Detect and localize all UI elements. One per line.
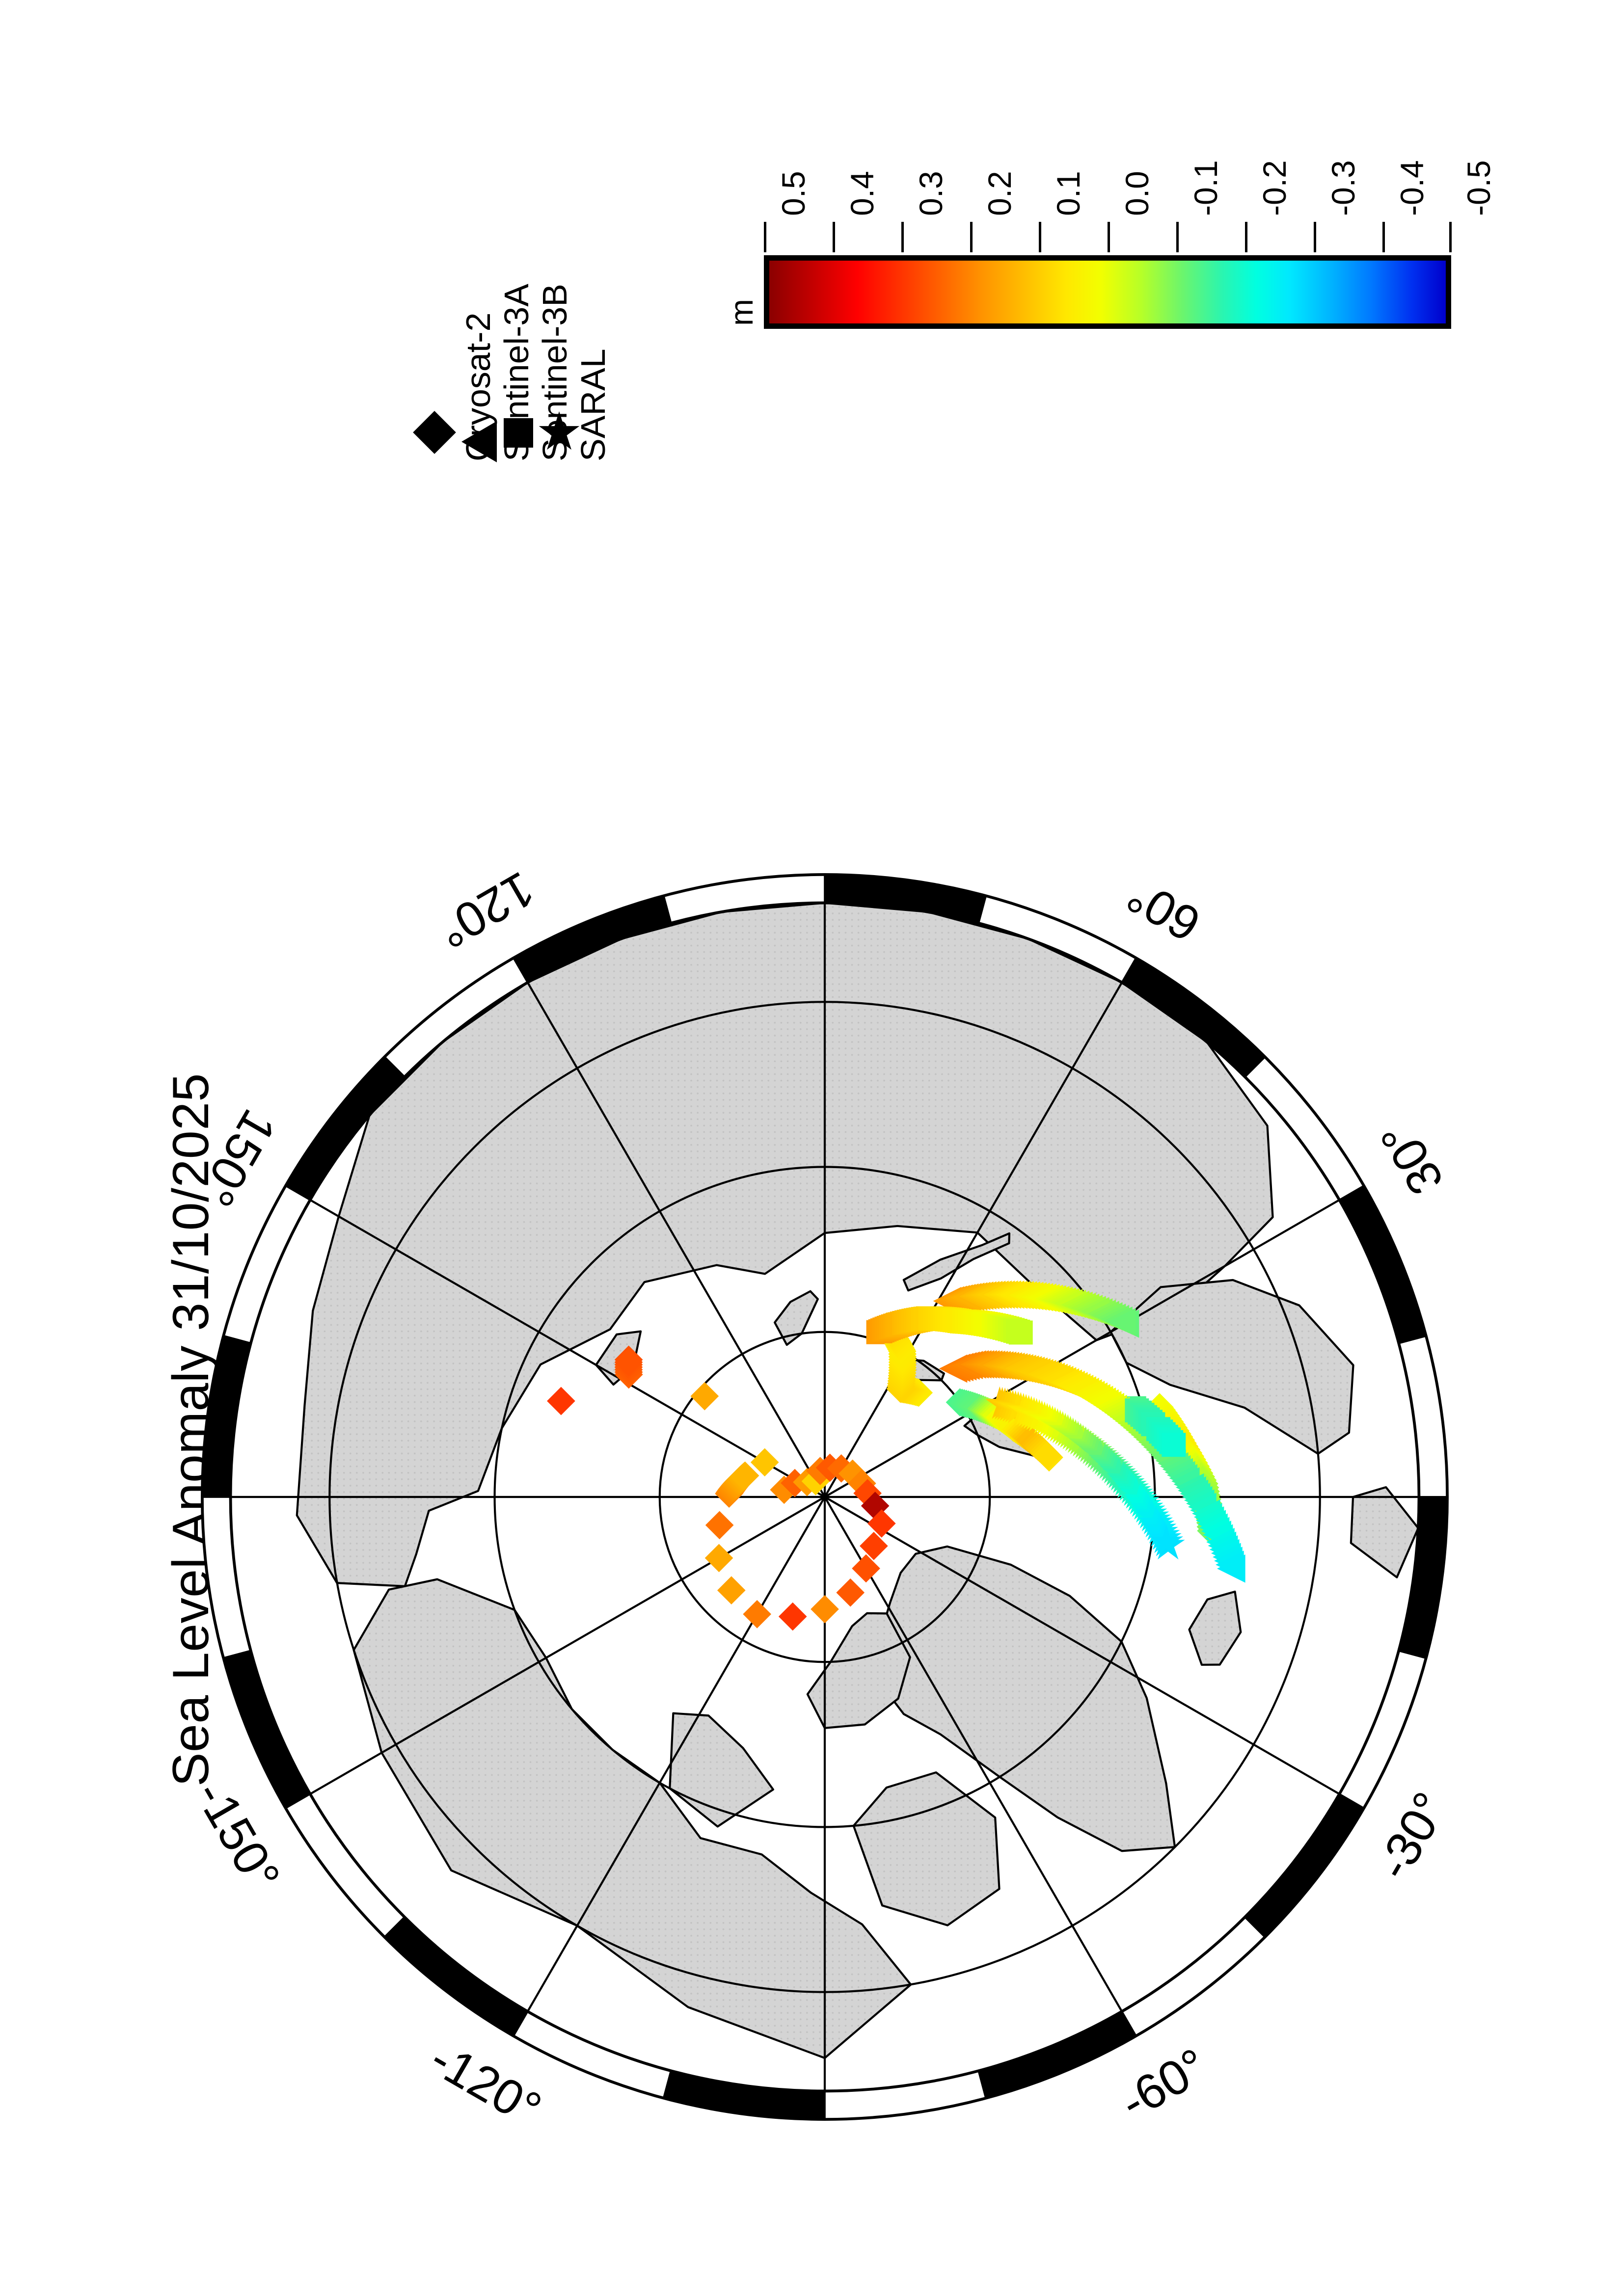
data-point-star — [1063, 1422, 1098, 1455]
colorbar-tick-label: -0.5 — [1461, 160, 1497, 216]
colorbar-tick — [833, 222, 835, 252]
data-point-diamond — [705, 1511, 734, 1540]
colorbar-tick — [970, 222, 973, 252]
data-point-star — [1149, 1524, 1184, 1556]
colorbar-tick-label: 0.0 — [1119, 171, 1155, 216]
data-point-diamond — [852, 1554, 880, 1583]
data-point-diamond — [730, 1462, 758, 1491]
colorbar-tick — [1039, 222, 1041, 252]
colorbar-tick-label: 0.5 — [775, 171, 812, 216]
colorbar-tick-label: -0.3 — [1325, 160, 1361, 216]
longitude-label: -60° — [1111, 2038, 1217, 2130]
square-marker-icon — [504, 418, 533, 448]
colorbar-tick-label: -0.4 — [1394, 160, 1430, 216]
map-canvas: 90°60°30°0°-30°-60°-90°-120°-150°-180°15… — [185, 861, 1458, 2137]
colorbar-tick-label: 0.4 — [844, 171, 880, 216]
polar-map: 90°60°30°0°-30°-60°-90°-120°-150°-180°15… — [182, 854, 1468, 2140]
colorbar-unit-label: m — [723, 299, 759, 326]
longitude-label: 60° — [1118, 868, 1210, 952]
data-point-diamond — [743, 1600, 771, 1629]
data-point-triangle — [1216, 1550, 1244, 1579]
data-point-triangle — [1107, 1308, 1136, 1336]
data-point-diamond — [704, 1544, 733, 1573]
data-point-diamond — [836, 1578, 865, 1607]
longitude-label: 150° — [189, 1100, 286, 1215]
diamond-marker-icon — [413, 411, 456, 454]
star-marker-icon — [538, 411, 580, 454]
data-point-square — [1162, 1433, 1186, 1457]
data-point-diamond — [861, 1492, 890, 1520]
data-point-diamond — [778, 1602, 807, 1631]
data-point-diamond — [690, 1382, 719, 1411]
legend: Cryosat-2 Sentinel-3A Sentinel-3B SARAL — [412, 187, 612, 491]
colorbar-tick — [764, 222, 766, 252]
data-point-diamond — [750, 1448, 779, 1477]
colorbar-tick — [1176, 222, 1179, 252]
data-point-star — [1119, 1476, 1153, 1509]
colorbar-tick-label: -0.2 — [1256, 160, 1293, 216]
data-point-star — [1083, 1438, 1117, 1470]
data-point-diamond — [717, 1576, 746, 1605]
colorbar-tick — [1449, 222, 1452, 252]
data-point-diamond — [614, 1348, 643, 1377]
colorbar-tick — [901, 222, 904, 252]
longitude-label: -30° — [1366, 1783, 1458, 1889]
colorbar-tick — [1382, 222, 1385, 252]
data-point-diamond — [860, 1532, 888, 1560]
colorbar-tick-label: 0.2 — [981, 171, 1018, 216]
colorbar-tick-label: -0.1 — [1188, 160, 1224, 216]
data-point-diamond — [547, 1387, 575, 1415]
data-point-star — [1102, 1456, 1136, 1488]
longitude-label: 30° — [1370, 1112, 1454, 1203]
colorbar-tick-label: 0.1 — [1050, 171, 1086, 216]
colorbar-tick — [1245, 222, 1247, 252]
data-point-diamond — [867, 1509, 896, 1538]
data-point-square — [1006, 1319, 1030, 1344]
colorbar-tick-label: 0.3 — [913, 171, 949, 216]
triangle-marker-icon — [461, 421, 497, 462]
data-point-diamond — [1033, 1441, 1062, 1470]
colorbar-tick — [1314, 222, 1316, 252]
colorbar-tick — [1108, 222, 1110, 252]
data-point-star — [1135, 1499, 1169, 1531]
longitude-label: 120° — [428, 861, 543, 959]
colorbar-gradient — [764, 255, 1451, 329]
